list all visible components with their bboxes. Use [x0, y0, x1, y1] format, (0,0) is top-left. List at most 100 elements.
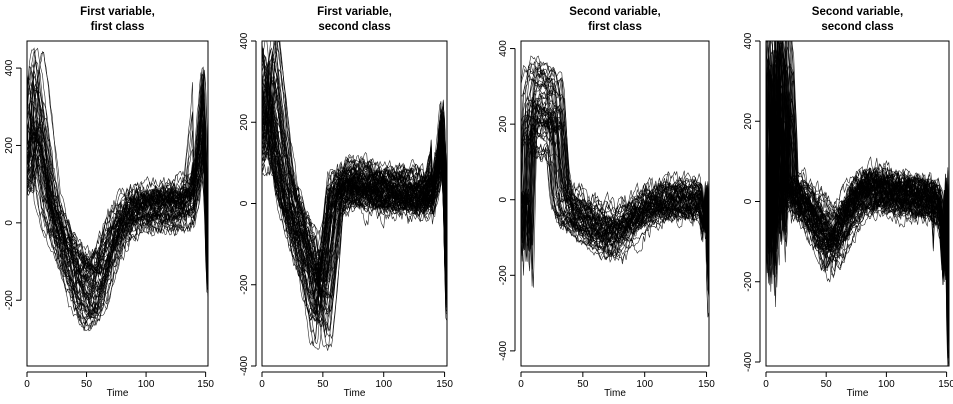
y-tick-label: 200 [4, 137, 15, 154]
series-line [262, 78, 447, 312]
plot-frame [261, 40, 448, 367]
chart-title-line: second class [821, 21, 894, 33]
x-axis-label: Time [106, 388, 129, 399]
series-line [27, 147, 208, 261]
y-tick-label: 0 [743, 198, 754, 204]
x-axis-label: Time [846, 388, 869, 399]
series-line [766, 50, 949, 355]
y-tick-label: -400 [498, 340, 509, 360]
chart-title-line: second class [318, 21, 391, 33]
y-tick-label: -200 [498, 265, 509, 285]
plot-area: 0 50 100 150 -200 0 200 400 [4, 40, 214, 390]
x-tick-label: 100 [375, 379, 392, 390]
series-line [27, 88, 208, 332]
x-axis-label: Time [604, 388, 626, 399]
x-tick-label: 150 [698, 379, 715, 390]
series-line [766, 41, 949, 270]
series-line [27, 137, 208, 277]
series-line [27, 120, 208, 278]
x-axis: 0 50 100 150 [763, 371, 953, 390]
series-line [262, 48, 447, 345]
series-group [27, 47, 208, 332]
series-line [766, 41, 949, 316]
x-tick-label: 50 [317, 379, 329, 390]
x-tick-label: 50 [577, 379, 589, 390]
series-line [262, 68, 447, 316]
series-line [262, 107, 447, 267]
series-line [521, 126, 709, 269]
x-tick-label: 0 [24, 379, 30, 390]
series-line [262, 71, 447, 315]
x-tick-label: 50 [81, 379, 93, 390]
series-line [521, 114, 709, 234]
y-tick-label: 200 [743, 112, 754, 129]
panel-2: First variable, second class Time 0 50 100 150… [238, 0, 476, 404]
chart-title-line: first class [588, 21, 642, 33]
chart-title-line: first class [90, 21, 145, 33]
chart-title: Second variable, second class [766, 5, 949, 35]
y-tick-label: 400 [743, 32, 754, 49]
y-tick-label: -400 [239, 356, 250, 376]
x-axis-label: Time [343, 388, 366, 399]
series-line [27, 128, 208, 268]
y-tick-label: 400 [498, 40, 509, 57]
y-tick-label: 0 [239, 200, 250, 206]
panel-3: Second variable, first class Time 0 50 100 150… [476, 0, 715, 404]
series-line [27, 84, 208, 299]
series-line [262, 89, 447, 276]
chart-title: First variable, first class [27, 5, 208, 35]
y-tick-label: 0 [4, 220, 15, 226]
series-group [262, 41, 447, 351]
x-tick-label: 100 [878, 379, 895, 390]
x-tick-label: 150 [938, 379, 953, 390]
x-tick-label: 100 [138, 379, 155, 390]
plot-area: 0 50 100 150 -400 -200 0 200 400 [743, 32, 953, 390]
series-line [262, 75, 447, 298]
series-line [262, 80, 447, 332]
y-tick-label: 200 [498, 115, 509, 132]
series-group [521, 55, 709, 318]
chart-title-line: Second variable, [811, 6, 904, 18]
series-line [262, 41, 447, 350]
chart-title: First variable, second class [262, 5, 447, 35]
x-axis: 0 50 100 150 [24, 371, 214, 390]
plot-area: 0 50 100 150 -400 -200 0 200 400 [498, 40, 715, 390]
series-line [27, 124, 208, 271]
chart-title-line: First variable, [317, 6, 392, 18]
series-line [521, 95, 709, 266]
series-line [766, 41, 949, 281]
chart-title-line: First variable, [80, 6, 155, 18]
series-line [27, 136, 208, 271]
series-line [262, 133, 447, 271]
plot-frame [765, 40, 950, 367]
series-line [521, 127, 709, 268]
x-tick-label: 150 [436, 379, 453, 390]
y-tick-label: 400 [4, 59, 15, 76]
series-line [27, 124, 208, 275]
series-line [766, 41, 949, 358]
series-line [521, 122, 709, 256]
series-line [262, 54, 447, 324]
series-line [521, 68, 709, 265]
panel-4: Second variable, second class Time 0 50 100 15… [714, 0, 953, 404]
series-line [262, 113, 447, 285]
chart-title: Second variable, first class [521, 5, 709, 35]
series-line [262, 106, 447, 313]
series-line [27, 153, 208, 272]
series-group [766, 41, 949, 366]
plot-frame [26, 40, 209, 367]
y-tick-label: -400 [743, 352, 754, 372]
plot-area: 0 50 100 150 -400 -200 0 200 400 [239, 32, 453, 390]
series-line [27, 51, 208, 312]
series-line [766, 127, 949, 271]
series-line [27, 116, 208, 272]
y-axis: -400 -200 0 200 400 [743, 32, 761, 372]
y-tick-label: -200 [743, 271, 754, 291]
series-line [262, 76, 447, 309]
y-axis: -400 -200 0 200 400 [498, 40, 516, 361]
series-line [262, 41, 447, 299]
x-tick-label: 100 [636, 379, 653, 390]
series-line [262, 41, 447, 340]
y-tick-label: 0 [498, 197, 509, 203]
series-line [262, 56, 447, 283]
